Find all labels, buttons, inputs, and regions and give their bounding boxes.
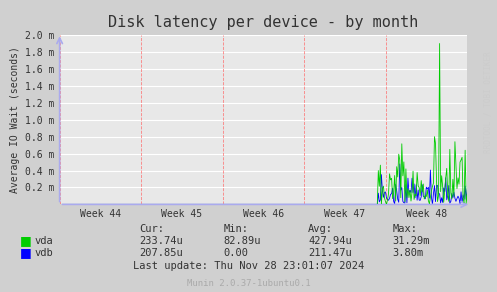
Text: Avg:: Avg: <box>308 224 333 234</box>
Text: 207.85u: 207.85u <box>139 248 183 258</box>
Text: 211.47u: 211.47u <box>308 248 352 258</box>
Text: 31.29m: 31.29m <box>393 236 430 246</box>
Text: 3.80m: 3.80m <box>393 248 424 258</box>
Y-axis label: Average IO Wait (seconds): Average IO Wait (seconds) <box>10 46 20 193</box>
Text: ■: ■ <box>20 234 32 247</box>
Title: Disk latency per device - by month: Disk latency per device - by month <box>108 15 418 30</box>
Text: 233.74u: 233.74u <box>139 236 183 246</box>
Text: vda: vda <box>35 236 54 246</box>
Text: Munin 2.0.37-1ubuntu0.1: Munin 2.0.37-1ubuntu0.1 <box>187 279 310 288</box>
Text: ■: ■ <box>20 246 32 259</box>
Text: Max:: Max: <box>393 224 417 234</box>
Text: 0.00: 0.00 <box>224 248 248 258</box>
Text: 82.89u: 82.89u <box>224 236 261 246</box>
Text: 427.94u: 427.94u <box>308 236 352 246</box>
Text: Last update: Thu Nov 28 23:01:07 2024: Last update: Thu Nov 28 23:01:07 2024 <box>133 261 364 271</box>
Text: vdb: vdb <box>35 248 54 258</box>
Text: Cur:: Cur: <box>139 224 164 234</box>
Text: RRDTOOL / TOBI OETIKER: RRDTOOL / TOBI OETIKER <box>483 51 492 153</box>
Text: Min:: Min: <box>224 224 248 234</box>
